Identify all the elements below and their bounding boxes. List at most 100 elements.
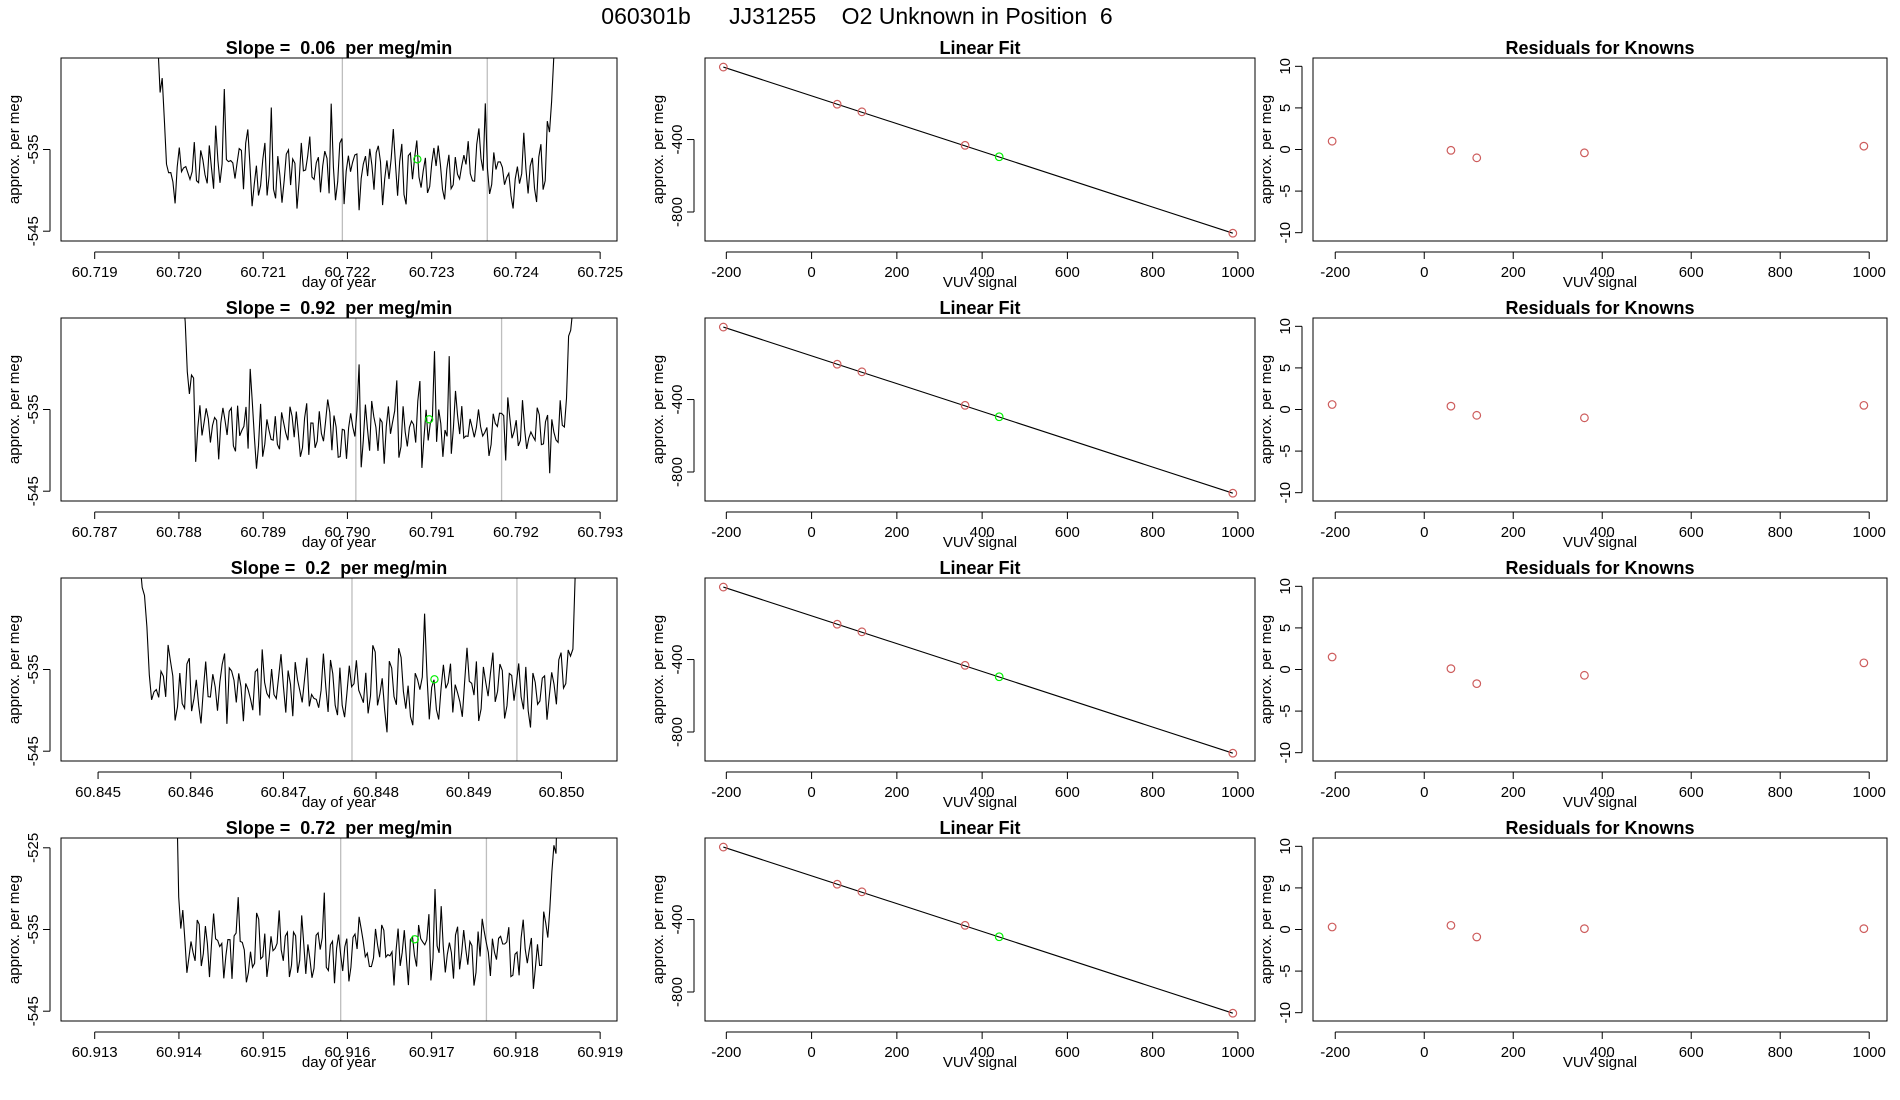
panel-title: Residuals for Knowns xyxy=(1505,298,1694,318)
known-point xyxy=(857,887,867,897)
plot-area xyxy=(1327,652,1869,689)
x-tick-label: 1000 xyxy=(1853,524,1886,541)
y-tick-label: -400 xyxy=(669,385,686,415)
x-tick-label: -200 xyxy=(711,264,741,281)
x-tick-label: 60.721 xyxy=(240,264,286,281)
unknown-point xyxy=(413,155,422,164)
plot-area xyxy=(718,582,1238,758)
y-axis-label: approx. per meg xyxy=(1258,875,1275,984)
x-axis-label: VUV signal xyxy=(1563,274,1637,291)
panel-title: Residuals for Knowns xyxy=(1505,558,1694,578)
y-tick-label: 5 xyxy=(1277,364,1294,372)
x-tick-label: 800 xyxy=(1768,784,1793,801)
y-tick-label: -5 xyxy=(1277,444,1294,457)
x-tick-label: 200 xyxy=(1501,1044,1526,1061)
plot-frame xyxy=(1312,317,1888,502)
x-tick-label: 600 xyxy=(1679,264,1704,281)
x-tick-label: -200 xyxy=(1320,784,1350,801)
x-tick-label: 60.847 xyxy=(260,784,306,801)
known-point xyxy=(1327,652,1337,662)
timeseries-trace xyxy=(157,58,555,211)
y-tick-label: 5 xyxy=(1277,624,1294,632)
x-tick-label: 60.725 xyxy=(577,264,623,281)
panel-linear_fit-3: Linear Fit VUV signal approx. per meg -200 0… xyxy=(650,558,1256,811)
panels: Slope = 0.06 per meg/min day of year appro… xyxy=(6,38,1888,1071)
known-point xyxy=(1327,136,1337,146)
x-axis-label: day of year xyxy=(302,794,376,811)
panel-title: Slope = 0.06 per meg/min xyxy=(226,38,453,58)
x-tick-label: 600 xyxy=(1679,524,1704,541)
x-tick-label: -200 xyxy=(711,1044,741,1061)
plot-frame xyxy=(704,317,1256,502)
x-tick-label: 60.850 xyxy=(538,784,584,801)
x-tick-label: 60.720 xyxy=(156,264,202,281)
y-tick-label: 10 xyxy=(1277,318,1294,335)
known-point xyxy=(1228,748,1238,758)
known-point xyxy=(1228,228,1238,238)
x-tick-label: 800 xyxy=(1140,524,1165,541)
panel-title: Residuals for Knowns xyxy=(1505,38,1694,58)
known-point xyxy=(960,920,970,930)
x-tick-label: 1000 xyxy=(1853,264,1886,281)
x-tick-label: 400 xyxy=(1590,784,1615,801)
panel-title: Slope = 0.2 per meg/min xyxy=(231,558,448,578)
y-axis-label: approx. per meg xyxy=(650,615,667,724)
y-tick-label: -800 xyxy=(669,457,686,487)
x-tick-label: 60.724 xyxy=(493,264,539,281)
x-axis-label: VUV signal xyxy=(1563,794,1637,811)
known-point xyxy=(1859,400,1869,410)
panel-residuals-2: Residuals for Knowns VUV signal approx. pe… xyxy=(1258,298,1888,551)
plot-frame xyxy=(704,577,1256,762)
panel-linear_fit-2: Linear Fit VUV signal approx. per meg -200 0… xyxy=(650,298,1256,551)
y-tick-label: -545 xyxy=(25,996,42,1026)
y-tick-label: 0 xyxy=(1277,405,1294,413)
x-axis-label: day of year xyxy=(302,274,376,291)
known-point xyxy=(1580,670,1589,680)
x-tick-label: 400 xyxy=(970,784,995,801)
known-point xyxy=(1580,148,1589,158)
y-tick-label: -10 xyxy=(1277,1002,1294,1024)
x-tick-label: 0 xyxy=(807,264,815,281)
x-tick-label: 1000 xyxy=(1853,1044,1886,1061)
panel-title: Linear Fit xyxy=(939,298,1020,318)
y-tick-label: -5 xyxy=(1277,704,1294,717)
plot-area xyxy=(718,322,1238,498)
panel-residuals-1: Residuals for Knowns VUV signal approx. pe… xyxy=(1258,38,1888,291)
unknown-point xyxy=(994,932,1004,942)
x-tick-label: 0 xyxy=(807,784,815,801)
x-tick-label: 60.913 xyxy=(72,1044,118,1061)
known-point xyxy=(857,367,867,377)
x-tick-label: 0 xyxy=(1420,784,1428,801)
plot-frame xyxy=(60,837,618,1022)
timeseries-trace xyxy=(140,578,576,733)
known-point xyxy=(857,107,867,117)
y-tick-label: 10 xyxy=(1277,838,1294,855)
x-tick-label: 60.918 xyxy=(493,1044,539,1061)
unknown-point xyxy=(994,152,1004,162)
x-tick-label: 800 xyxy=(1768,524,1793,541)
x-tick-label: 200 xyxy=(884,784,909,801)
x-axis-label: VUV signal xyxy=(943,1054,1017,1071)
x-tick-label: 800 xyxy=(1768,264,1793,281)
x-tick-label: 60.719 xyxy=(72,264,118,281)
y-tick-label: 0 xyxy=(1277,925,1294,933)
x-tick-label: 60.788 xyxy=(156,524,202,541)
plot-area xyxy=(157,58,555,241)
x-tick-label: 400 xyxy=(970,1044,995,1061)
y-tick-label: -400 xyxy=(669,125,686,155)
x-tick-label: 0 xyxy=(1420,524,1428,541)
panel-timeseries-3: Slope = 0.2 per meg/min day of year approx… xyxy=(6,558,618,811)
plot-area xyxy=(1327,920,1869,942)
y-axis-label: approx. per meg xyxy=(650,875,667,984)
known-point xyxy=(1472,153,1482,163)
x-tick-label: 60.848 xyxy=(353,784,399,801)
y-tick-label: 0 xyxy=(1277,145,1294,153)
x-tick-label: 200 xyxy=(1501,264,1526,281)
plot-frame xyxy=(704,57,1256,242)
y-tick-label: -545 xyxy=(25,736,42,766)
plot-frame xyxy=(1312,577,1888,762)
known-point xyxy=(960,400,970,410)
y-axis-label: approx. per meg xyxy=(6,95,23,204)
x-tick-label: 0 xyxy=(807,1044,815,1061)
y-tick-label: 0 xyxy=(1277,665,1294,673)
